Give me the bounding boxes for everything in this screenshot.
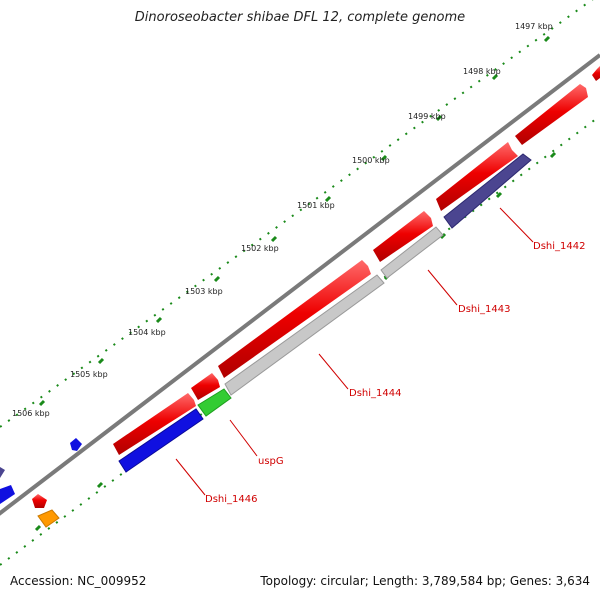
reverse-gene-dshi-1444[interactable] (224, 274, 385, 396)
outer-tick-track (0, 0, 594, 428)
outer-major-ticks (38, 35, 551, 407)
gene-label-uspg[interactable]: uspG (258, 456, 284, 467)
kbp-label: 1501 kbp (297, 201, 335, 210)
reverse-gene-dshi-1443[interactable] (380, 226, 444, 279)
forward-strand (32, 66, 600, 508)
kbp-label: 1497 kbp (515, 22, 553, 31)
forward-gene[interactable] (218, 260, 371, 378)
reverse-gene-uspg[interactable] (197, 388, 232, 417)
gene-label-dshi-1442[interactable]: Dshi_1442 (533, 241, 585, 252)
gene-label-dshi-1446[interactable]: Dshi_1446 (205, 494, 257, 505)
kbp-label: 1498 kbp (463, 67, 501, 76)
kbp-label: 1500 kbp (352, 156, 390, 165)
accession-text: Accession: NC_009952 (10, 574, 147, 588)
gene-label-dshi-1443[interactable]: Dshi_1443 (458, 304, 510, 315)
gene-label-dshi-1444[interactable]: Dshi_1444 (349, 388, 401, 399)
genome-backbone (0, 53, 600, 516)
reverse-gene[interactable] (0, 467, 5, 478)
forward-gene[interactable] (515, 84, 588, 145)
forward-gene[interactable] (592, 66, 600, 81)
reverse-strand (0, 153, 532, 528)
kbp-label: 1503 kbp (185, 287, 223, 296)
forward-gene[interactable] (32, 494, 47, 508)
reverse-gene-dshi-1442[interactable] (443, 153, 532, 229)
reverse-gene[interactable] (0, 485, 15, 504)
kbp-label: 1502 kbp (241, 244, 279, 253)
forward-gene[interactable] (191, 373, 220, 400)
forward-gene[interactable] (113, 393, 196, 455)
kbp-label: 1505 kbp (70, 370, 108, 379)
kbp-label: 1499 kbp (408, 112, 446, 121)
forward-gene[interactable] (436, 142, 518, 211)
map-title: Dinoroseobacter shibae DFL 12, complete … (134, 10, 466, 25)
kbp-label: 1504 kbp (128, 328, 166, 337)
label-leaders (175, 207, 534, 496)
reverse-gene-dshi-1446[interactable] (118, 408, 204, 473)
forward-gene[interactable] (373, 211, 433, 262)
genome-stats-text: Topology: circular; Length: 3,789,584 bp… (260, 574, 590, 588)
forward-gene[interactable] (70, 438, 82, 451)
reverse-gene[interactable] (37, 509, 60, 528)
kbp-label: 1506 kbp (12, 409, 50, 418)
